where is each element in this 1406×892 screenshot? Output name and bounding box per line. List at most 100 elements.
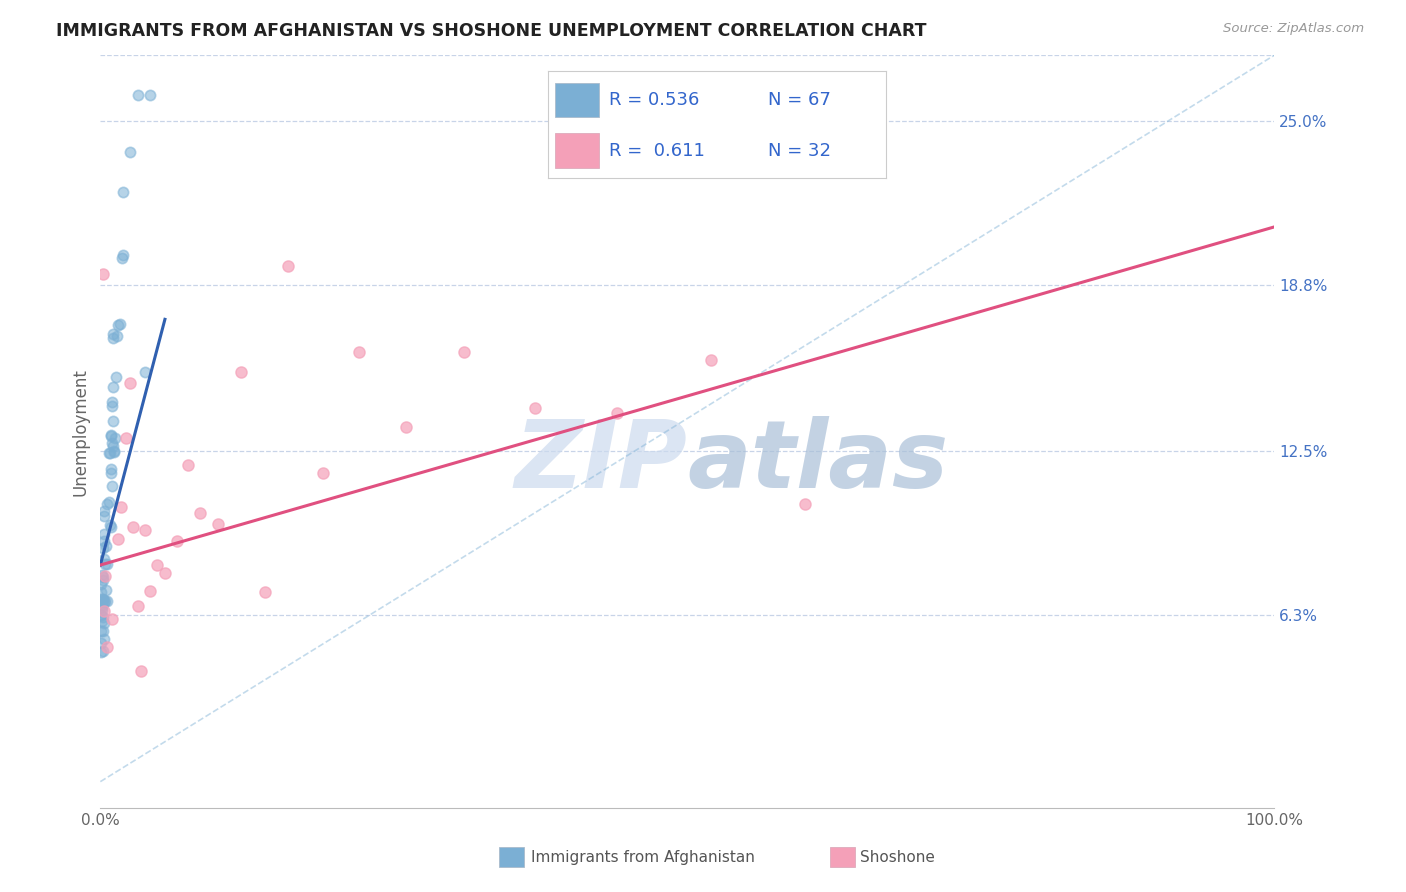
Text: R =  0.611: R = 0.611: [609, 142, 704, 160]
Point: [103, 327, 125, 342]
Point: [90, 577, 112, 591]
Point: [90, 567, 112, 582]
Point: [100, 462, 122, 476]
Point: [166, 533, 188, 548]
Point: [207, 516, 229, 531]
Point: [100, 520, 122, 534]
Point: [93, 534, 115, 549]
Point: [93, 591, 115, 606]
Point: [90, 624, 112, 638]
Point: [138, 584, 160, 599]
Point: [93, 594, 115, 608]
Point: [115, 431, 138, 445]
Point: [101, 435, 124, 450]
Point: [93, 503, 115, 517]
Point: [93, 527, 115, 541]
Point: [111, 251, 134, 265]
Point: [94, 582, 117, 597]
Text: IMMIGRANTS FROM AFGHANISTAN VS SHOSHONE UNEMPLOYMENT CORRELATION CHART: IMMIGRANTS FROM AFGHANISTAN VS SHOSHONE …: [56, 22, 927, 40]
Point: [134, 524, 156, 538]
Point: [90, 592, 112, 607]
Y-axis label: Unemployment: Unemployment: [72, 368, 89, 496]
Point: [606, 406, 628, 420]
Point: [107, 533, 129, 547]
Point: [145, 558, 167, 572]
Point: [97, 445, 120, 459]
Point: [91, 268, 114, 282]
Point: [93, 509, 115, 524]
Point: [110, 500, 132, 515]
Point: [90, 598, 112, 612]
Point: [188, 506, 211, 520]
Point: [100, 428, 122, 442]
Point: [122, 520, 145, 534]
Point: [93, 644, 115, 658]
Point: [93, 616, 115, 631]
Point: [91, 573, 114, 587]
Text: Shoshone: Shoshone: [860, 850, 935, 864]
Text: Source: ZipAtlas.com: Source: ZipAtlas.com: [1223, 22, 1364, 36]
Text: R = 0.536: R = 0.536: [609, 91, 699, 109]
Point: [127, 599, 149, 614]
Point: [101, 612, 124, 626]
Text: N = 32: N = 32: [768, 142, 831, 160]
Point: [101, 414, 124, 428]
Point: [103, 445, 125, 459]
Point: [91, 614, 114, 628]
Point: [101, 331, 124, 345]
Point: [177, 458, 200, 473]
Point: [98, 445, 121, 459]
Point: [93, 558, 115, 572]
Text: N = 67: N = 67: [768, 91, 831, 109]
Point: [103, 444, 125, 458]
Point: [96, 640, 118, 655]
Point: [100, 429, 122, 443]
Point: [91, 570, 114, 584]
Point: [93, 632, 115, 647]
Point: [96, 497, 118, 511]
Point: [131, 665, 153, 679]
Point: [90, 645, 112, 659]
Point: [101, 395, 124, 409]
Point: [93, 604, 115, 618]
Point: [101, 399, 124, 413]
Point: [277, 260, 299, 274]
Point: [96, 557, 118, 571]
Point: [90, 600, 112, 615]
Point: [312, 466, 335, 480]
Point: [100, 466, 122, 480]
Point: [91, 624, 114, 638]
Point: [91, 541, 114, 556]
Point: [108, 317, 131, 331]
Point: [104, 369, 127, 384]
Point: [93, 594, 115, 608]
Point: [118, 145, 141, 159]
Point: [347, 344, 370, 359]
Point: [111, 248, 134, 262]
Point: [94, 569, 117, 583]
Point: [253, 585, 276, 599]
Point: [103, 431, 125, 445]
Text: atlas: atlas: [688, 416, 949, 508]
Point: [91, 603, 114, 617]
Point: [90, 636, 112, 650]
Point: [793, 497, 815, 511]
Point: [828, 118, 851, 132]
Point: [90, 607, 112, 622]
Point: [453, 345, 475, 359]
Point: [523, 401, 546, 416]
Point: [96, 539, 118, 553]
Text: Immigrants from Afghanistan: Immigrants from Afghanistan: [531, 850, 755, 864]
Point: [91, 593, 114, 607]
Point: [127, 87, 149, 102]
Point: [105, 329, 128, 343]
Point: [93, 551, 115, 566]
Point: [118, 376, 141, 391]
Point: [107, 318, 129, 332]
Point: [96, 593, 118, 607]
Point: [101, 380, 124, 394]
Point: [101, 478, 124, 492]
Point: [103, 439, 125, 453]
Point: [111, 185, 134, 199]
Point: [97, 495, 120, 509]
